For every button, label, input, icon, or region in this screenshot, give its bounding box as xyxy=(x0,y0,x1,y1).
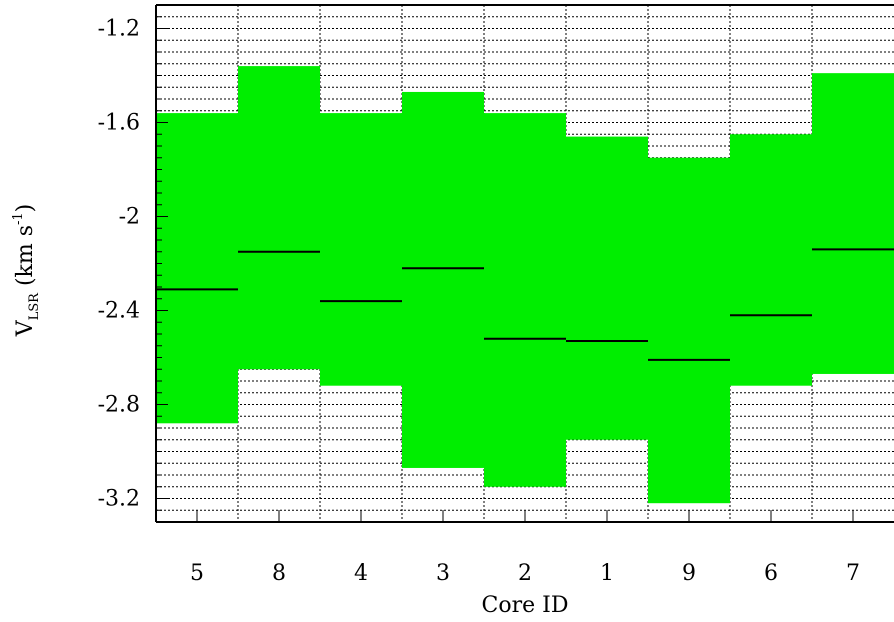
y-tick-label: -3.2 xyxy=(98,487,140,512)
velocity-range-bar xyxy=(812,73,894,374)
x-tick-label: 7 xyxy=(846,561,860,586)
velocity-range-bar xyxy=(402,91,484,468)
x-tick-label: 6 xyxy=(764,561,778,586)
central-velocity-markers xyxy=(156,248,894,361)
x-tick-label: 9 xyxy=(682,561,696,586)
y-axis-title: VLSR (km s-1) xyxy=(11,204,42,338)
y-tick-label: -2.4 xyxy=(98,299,140,324)
velocity-range-bar xyxy=(566,136,648,440)
velocity-range-bar xyxy=(320,113,402,386)
velocity-range-bar xyxy=(156,113,238,424)
velocity-range-bar xyxy=(238,66,320,370)
axes xyxy=(155,4,894,523)
y-tick-label: -1.6 xyxy=(98,111,140,136)
y-tick-label: -2.8 xyxy=(98,393,140,418)
y-tick-label: -1.2 xyxy=(98,17,140,42)
x-tick-label: 2 xyxy=(518,561,532,586)
y-tick-label: -2 xyxy=(119,205,140,230)
x-tick-label: 4 xyxy=(354,561,368,586)
velocity-range-bar xyxy=(730,134,812,386)
x-tick-label: 8 xyxy=(272,561,286,586)
x-tick-label: 1 xyxy=(600,561,614,586)
velocity-range-bars xyxy=(156,66,894,504)
x-tick-labels: 5 8 4 3 2 1 9 6 7 xyxy=(190,561,860,586)
x-tick-label: 3 xyxy=(436,561,450,586)
y-tick-labels: -1.2 -1.6 -2 -2.4 -2.8 -3.2 xyxy=(98,17,140,512)
velocity-range-bar xyxy=(648,157,730,504)
x-axis-title: Core ID xyxy=(482,593,569,618)
velocity-range-bar xyxy=(484,113,566,487)
x-tick-label: 5 xyxy=(190,561,204,586)
